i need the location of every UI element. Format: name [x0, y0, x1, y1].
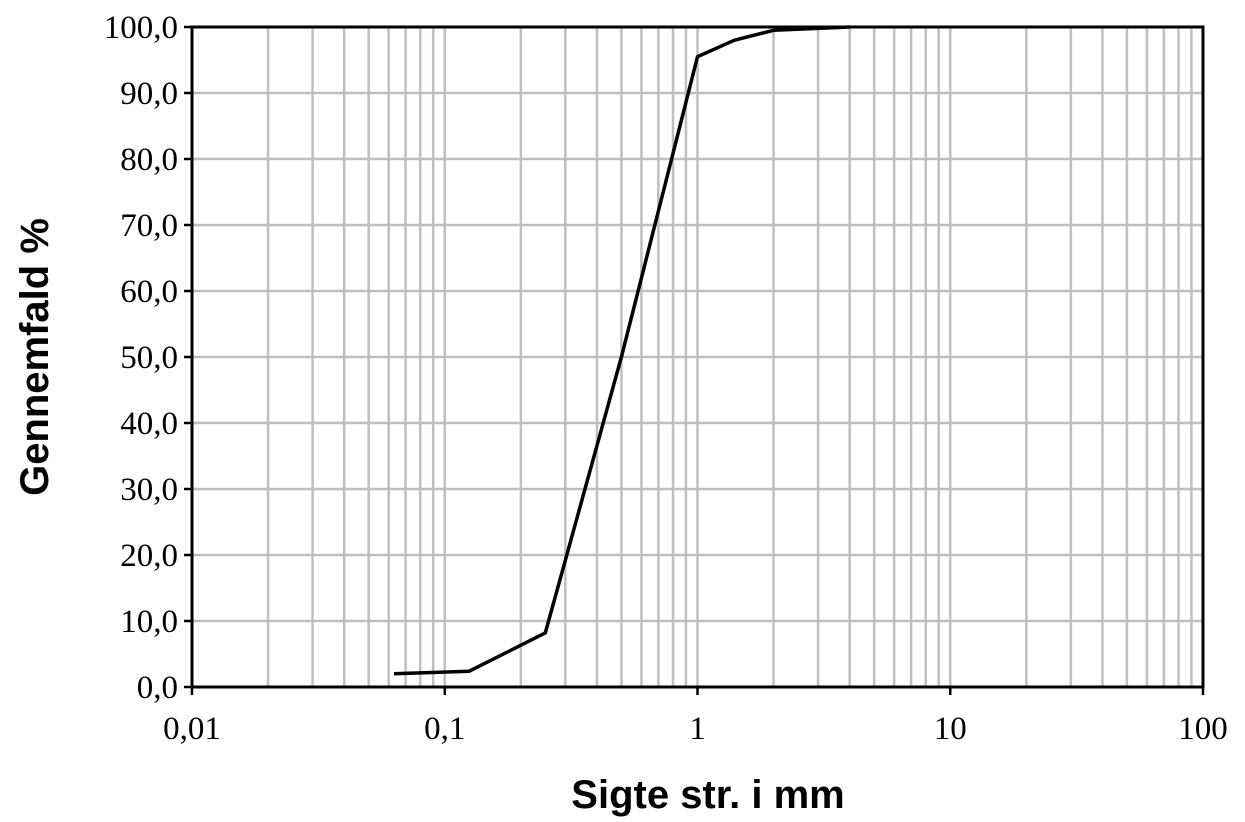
- series-layer: [393, 25, 850, 676]
- y-tick-label: 70,0: [120, 208, 178, 244]
- y-tick-label: 10,0: [120, 604, 178, 640]
- x-tick-label: 10: [934, 711, 967, 747]
- y-tick-label: 40,0: [120, 406, 178, 442]
- y-axis-title: Gennemfald %: [13, 218, 57, 496]
- x-tick-label: 0,01: [163, 711, 221, 747]
- x-tick-label: 100: [1178, 711, 1228, 747]
- y-tick-label: 60,0: [120, 274, 178, 310]
- y-tick-label: 20,0: [120, 538, 178, 574]
- axis-ticks: 0,01 0,1 1 10 100 0,0 10,0 20,0 30,0 40,0 50,0 60,0…: [104, 10, 1228, 747]
- x-tick-label: 0,1: [424, 711, 465, 747]
- y-tick-label: 80,0: [120, 142, 178, 178]
- y-tick-label: 50,0: [120, 340, 178, 376]
- y-tick-label: 0,0: [137, 670, 178, 706]
- y-tick-label: 100,0: [104, 10, 178, 46]
- y-tick-label: 90,0: [120, 76, 178, 112]
- x-axis-title: Sigte str. i mm: [571, 773, 844, 817]
- y-tick-label: 30,0: [120, 472, 178, 508]
- x-tick-label: 1: [689, 711, 706, 747]
- grid-lines: [190, 25, 1203, 689]
- series-line: [393, 25, 850, 676]
